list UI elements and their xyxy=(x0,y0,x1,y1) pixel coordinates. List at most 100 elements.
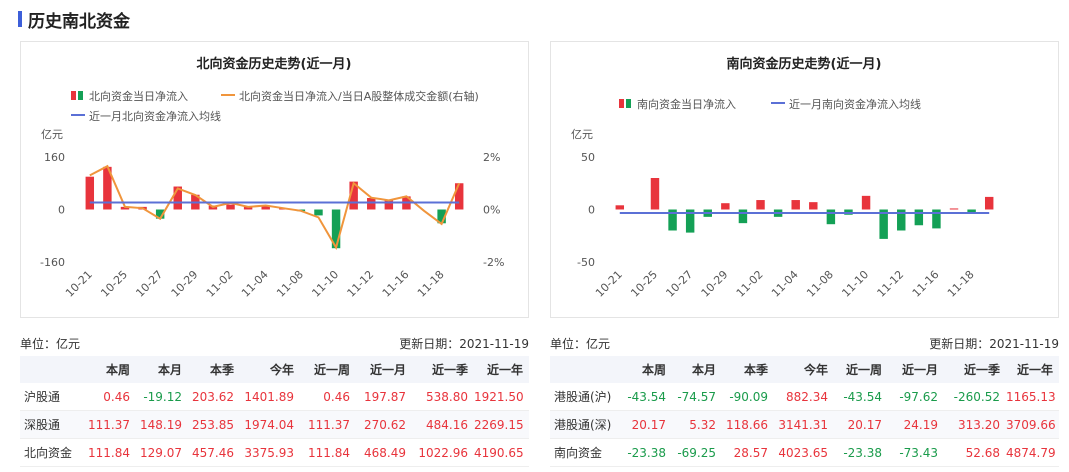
column-header: 今年 xyxy=(240,356,300,383)
bar xyxy=(984,196,994,210)
table-cell: 1921.50 xyxy=(474,383,529,411)
bar xyxy=(615,205,625,210)
table-cell: 484.16 xyxy=(412,410,474,439)
column-header: 本周 xyxy=(84,356,136,383)
table-cell: -69.25 xyxy=(672,438,722,467)
y-axis-unit: 亿元 xyxy=(571,128,593,141)
x-tick-label: 10-27 xyxy=(133,268,165,300)
bar xyxy=(949,208,959,210)
bar xyxy=(103,166,112,210)
table-cell: 1974.04 xyxy=(240,410,300,439)
table-cell: 52.68 xyxy=(944,438,1006,467)
bar xyxy=(861,195,871,210)
column-header: 近一周 xyxy=(834,356,888,383)
table-cell: 20.17 xyxy=(834,410,888,439)
legend-swatch-up xyxy=(619,99,624,108)
table-cell: 148.19 xyxy=(136,410,188,439)
table-cell: 1401.89 xyxy=(240,383,300,411)
north-unit-label: 单位：亿元 xyxy=(20,337,81,351)
column-header: 近一周 xyxy=(300,356,356,383)
row-label: 港股通(深) xyxy=(550,410,622,439)
y-tick-label: -50 xyxy=(577,256,595,269)
table-cell: 4023.65 xyxy=(774,438,834,467)
table-cell: 4190.65 xyxy=(474,438,529,467)
bar xyxy=(173,186,182,210)
column-header xyxy=(550,356,622,383)
chart-title: 北向资金历史走势(近一月) xyxy=(197,56,352,72)
bar xyxy=(826,209,836,225)
y-tick-label: 50 xyxy=(581,151,595,164)
table-cell: 111.37 xyxy=(300,410,356,439)
bar xyxy=(120,206,130,210)
legend-label: 北向资金当日净流入 xyxy=(89,89,188,103)
table-cell: -73.43 xyxy=(888,438,944,467)
legend-swatch-up xyxy=(71,91,76,100)
table-cell: -74.57 xyxy=(672,383,722,411)
legend-swatch-down xyxy=(78,91,83,100)
column-header: 近一季 xyxy=(944,356,1006,383)
column-header: 今年 xyxy=(774,356,834,383)
y2-tick-label: -2% xyxy=(483,256,504,269)
chart-title: 南向资金历史走势(近一月) xyxy=(727,56,882,72)
bar xyxy=(897,209,906,231)
column-header: 近一月 xyxy=(356,356,412,383)
table-cell: 538.80 xyxy=(412,383,474,411)
bar xyxy=(437,209,446,224)
x-tick-label: 11-10 xyxy=(839,268,871,300)
bar xyxy=(967,209,976,214)
table-cell: -260.52 xyxy=(944,383,1006,411)
column-header: 本季 xyxy=(188,356,240,383)
y-tick-label: 0 xyxy=(58,204,65,217)
table-cell: 111.84 xyxy=(84,438,136,467)
x-tick-label: 11-18 xyxy=(945,268,977,300)
table-cell: 28.57 xyxy=(722,438,774,467)
table-cell: 3709.66 xyxy=(1006,410,1059,439)
table-cell: 457.46 xyxy=(188,438,240,467)
row-label: 北向资金 xyxy=(20,438,84,467)
table-cell: 118.66 xyxy=(722,410,774,439)
bar xyxy=(932,209,941,229)
legend-label: 北向资金当日净流入/当日A股整体成交金额(右轴) xyxy=(239,89,479,103)
table-row: 北向资金 111.84 129.07 457.46 3375.93 111.84 468.4… xyxy=(20,438,529,467)
bar xyxy=(243,206,253,210)
table-cell: -23.38 xyxy=(834,438,888,467)
south-update-date: 更新日期：2021-11-19 xyxy=(929,337,1059,351)
x-tick-label: 10-25 xyxy=(98,268,130,300)
bar xyxy=(331,209,341,249)
table-cell: 4874.79 xyxy=(1006,438,1059,467)
column-header: 近一季 xyxy=(412,356,474,383)
x-tick-label: 10-29 xyxy=(169,268,201,300)
x-tick-label: 11-16 xyxy=(910,268,942,300)
table-cell: 3141.31 xyxy=(774,410,834,439)
bar xyxy=(914,209,924,226)
bar xyxy=(349,181,358,210)
bar xyxy=(367,198,376,210)
x-tick-label: 11-04 xyxy=(239,268,271,300)
y2-tick-label: 0% xyxy=(483,204,500,217)
table-cell: -19.12 xyxy=(136,383,188,411)
x-tick-label: 11-12 xyxy=(875,268,907,300)
table-cell: -43.54 xyxy=(834,383,888,411)
legend-swatch-down xyxy=(626,99,631,108)
x-tick-label: 10-29 xyxy=(699,268,731,300)
north-chart: 北向资金历史走势(近一月) 北向资金当日净流入 北向资金当日净流入/当日A股整体成交… xyxy=(40,56,504,300)
table-header-row: 本周 本月 本季 今年 近一周 近一月 近一季 近一年 xyxy=(550,356,1059,383)
table-cell: 24.19 xyxy=(888,410,944,439)
column-header xyxy=(20,356,84,383)
south-chart-panel: 南向资金历史走势(近一月) 南向资金当日净流入 近一月南向资金净流入均线 亿元 50 0 -… xyxy=(550,41,1059,318)
table-cell: 1165.13 xyxy=(1006,383,1059,411)
south-stats-table: 本周 本月 本季 今年 近一周 近一月 近一季 近一年 港股通(沪) -43.54 -74.57-… xyxy=(550,356,1059,467)
bar xyxy=(809,202,818,210)
x-tick-label: 10-21 xyxy=(63,268,95,300)
bar xyxy=(261,206,270,210)
section-header: 历史南北资金 xyxy=(18,7,130,32)
bar xyxy=(314,209,323,216)
bar xyxy=(685,209,695,233)
legend-label: 近一月北向资金净流入均线 xyxy=(89,109,221,123)
bar xyxy=(738,209,748,224)
x-tick-label: 11-16 xyxy=(380,268,412,300)
table-header-row: 本周 本月 本季 今年 近一周 近一月 近一季 近一年 xyxy=(20,356,529,383)
column-header: 本周 xyxy=(622,356,672,383)
table-cell: 111.84 xyxy=(300,438,356,467)
